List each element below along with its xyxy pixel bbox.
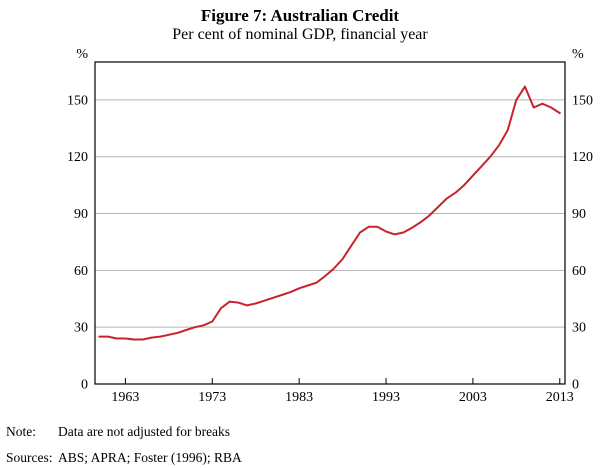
y-axis-label-right: 0: [572, 378, 579, 393]
x-axis-label: 1963: [111, 390, 139, 405]
credit-series-line: [98, 85, 561, 341]
y-axis-label-left: 60: [74, 264, 88, 279]
sources-label: Sources:: [6, 450, 53, 465]
y-axis-label-right: 90: [572, 207, 586, 222]
sources-row: Sources: ABS; APRA; Foster (1996); RBA: [6, 450, 600, 466]
y-axis-label-right: 150: [572, 93, 593, 108]
y-axis-label-left: 150: [67, 93, 88, 108]
sources-text: ABS; APRA; Foster (1996); RBA: [58, 450, 242, 465]
y-axis-label-left: 30: [74, 321, 88, 336]
x-axis-label: 2003: [459, 390, 487, 405]
figure-title: Figure 7: Australian Credit: [200, 6, 400, 25]
figure-subtitle: Per cent of nominal GDP, financial year: [172, 26, 428, 43]
figure-footer: Note: Data are not adjusted for breaks So…: [0, 424, 600, 466]
x-axis-label: 1993: [372, 390, 400, 405]
y-axis-label-right: 120: [572, 150, 593, 165]
plot-frame: [94, 61, 566, 385]
y-axis-label-left: 0: [81, 378, 88, 393]
note-row: Note: Data are not adjusted for breaks: [6, 424, 600, 440]
x-axis-label: 1973: [198, 390, 226, 405]
y-axis-label-left: 90: [74, 207, 88, 222]
y-axis-label-right: 60: [572, 264, 586, 279]
x-axis-label: 2013: [546, 390, 574, 405]
x-axis-label: 1983: [285, 390, 313, 405]
y-axis-label-left: 120: [67, 150, 88, 165]
y-axis-unit-right: %: [572, 47, 584, 62]
note-label: Note:: [6, 424, 36, 439]
y-axis-unit-left: %: [76, 47, 88, 62]
note-text: Data are not adjusted for breaks: [58, 424, 231, 439]
y-axis-label-right: 30: [572, 321, 586, 336]
